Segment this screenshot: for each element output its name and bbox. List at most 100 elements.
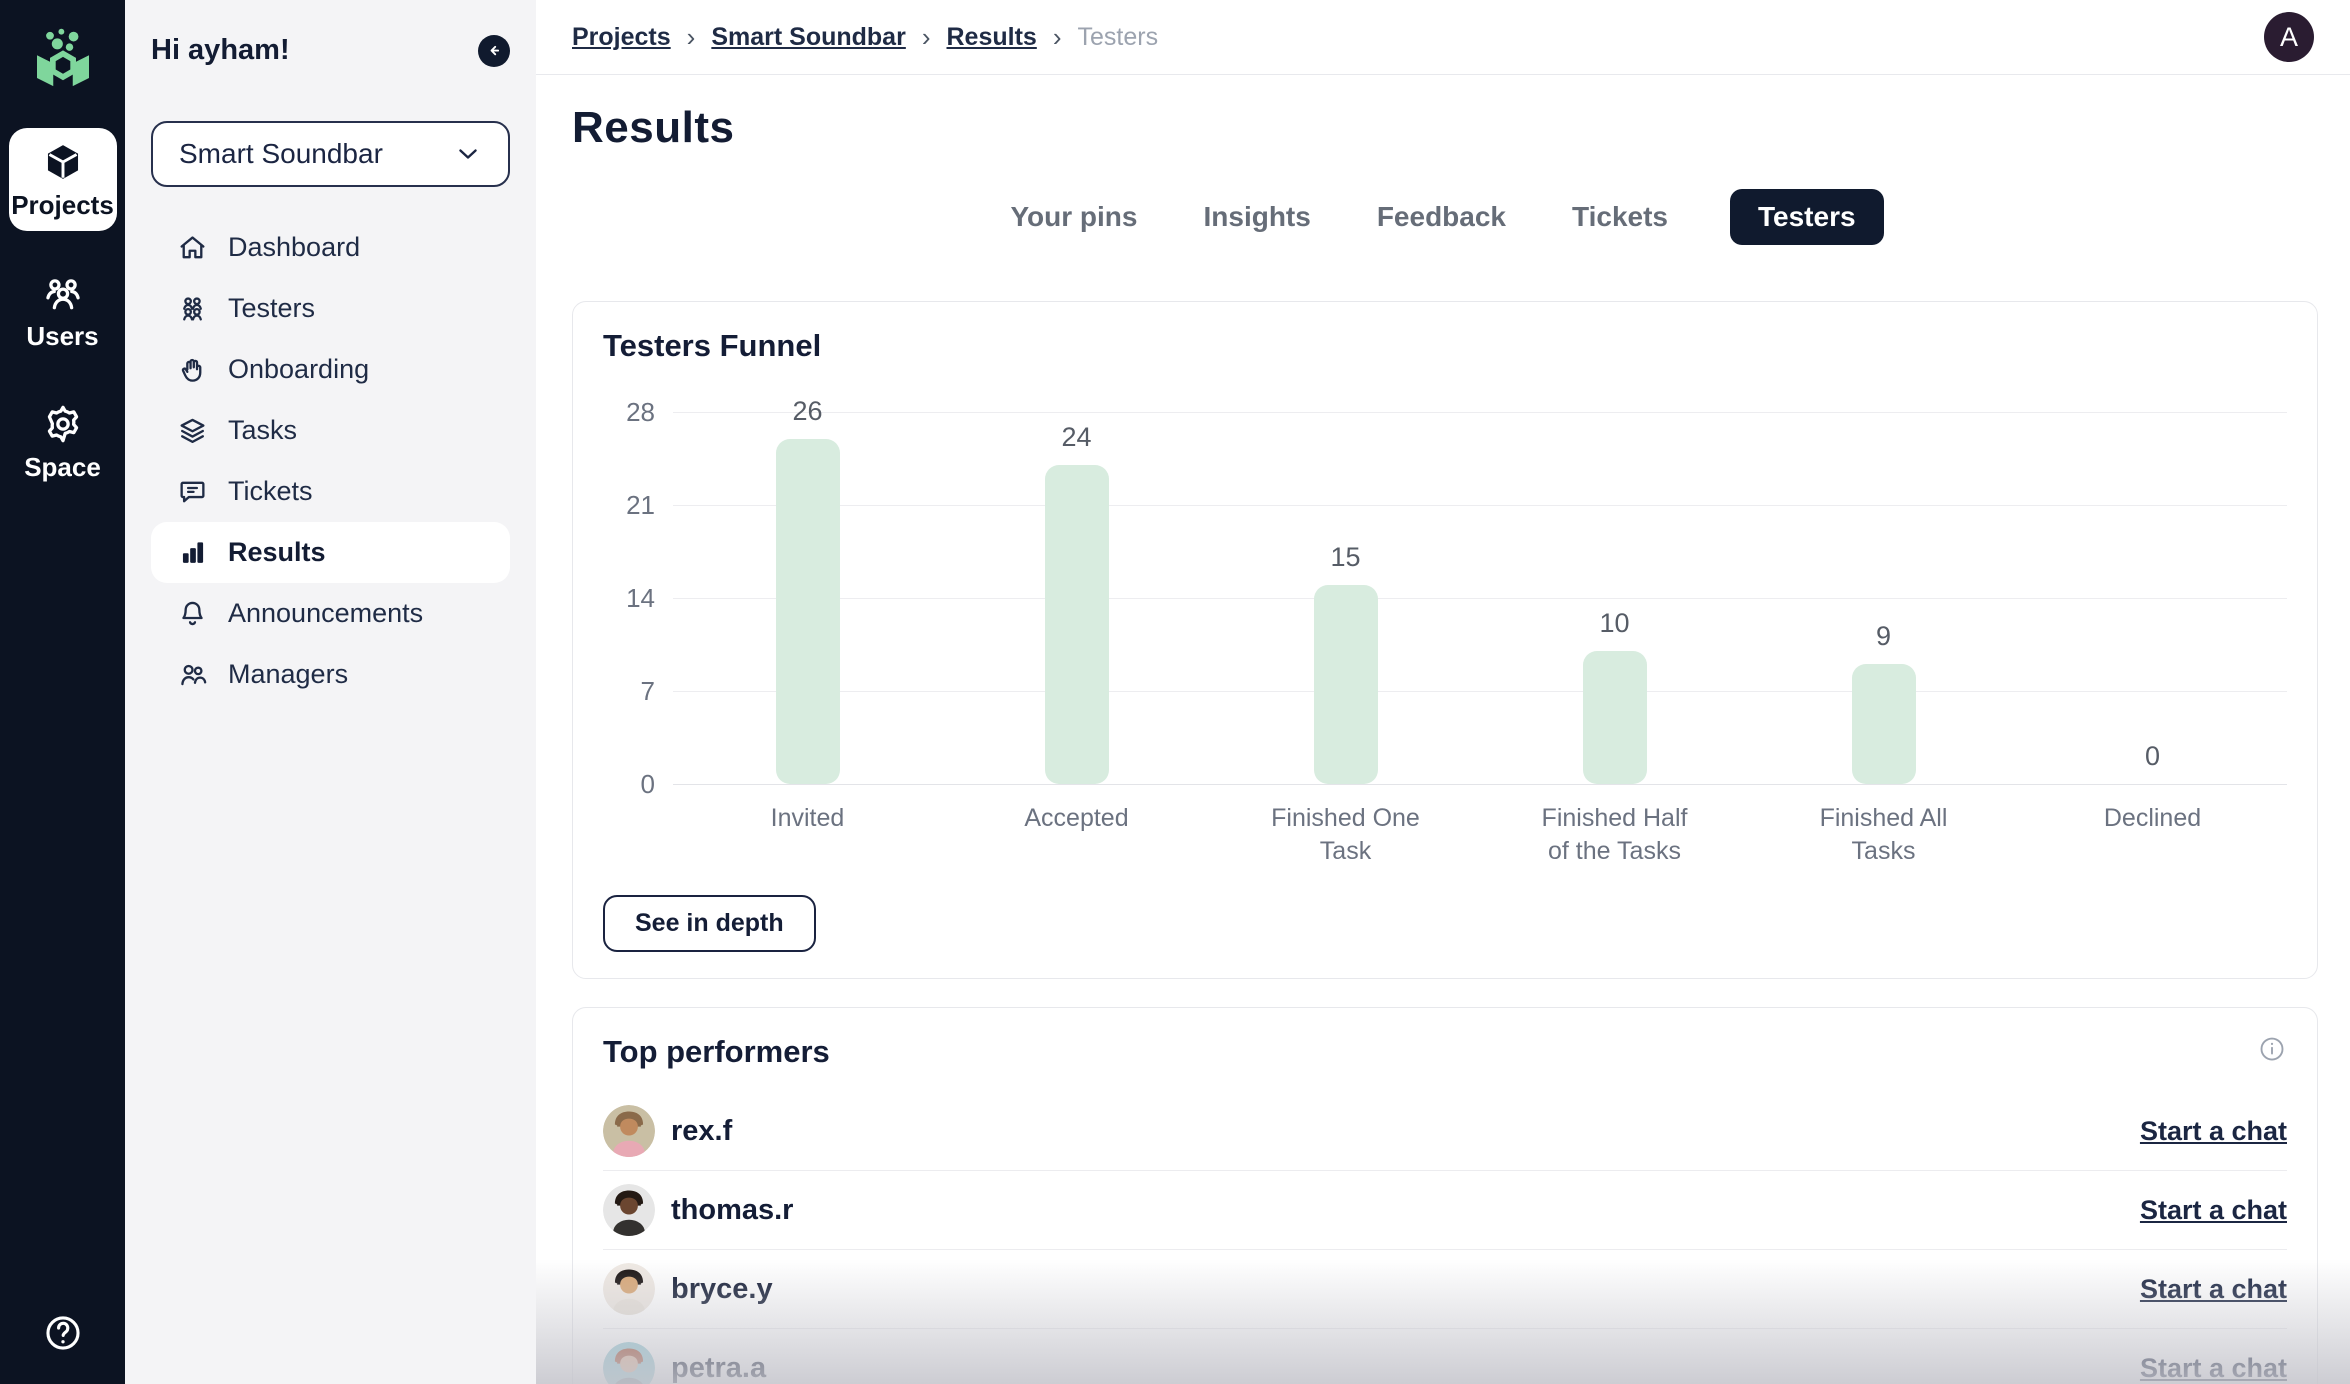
testers-funnel-chart: 28 21 14 7 0 26 24 15 10 9 0 Invited Accepted Finish…: [603, 396, 2287, 867]
users-group-icon: [45, 279, 80, 310]
performer-avatar: [603, 1263, 655, 1315]
tab-feedback[interactable]: Feedback: [1376, 201, 1506, 232]
start-chat-link[interactable]: Start a chat: [2139, 1273, 2287, 1304]
nav-item-announcements[interactable]: Announcements: [151, 583, 510, 644]
nav-item-tasks[interactable]: Tasks: [151, 400, 510, 461]
app-logo-icon[interactable]: [24, 22, 102, 108]
performer-avatar: [603, 1184, 655, 1236]
breadcrumb-link-testers: Testers: [1077, 22, 1159, 51]
funnel-bar: [1313, 584, 1378, 784]
help-button[interactable]: [41, 1311, 85, 1360]
tab-insights[interactable]: Insights: [1203, 201, 1311, 232]
wave-icon: [181, 358, 202, 382]
nav-item-dashboard[interactable]: Dashboard: [151, 217, 510, 278]
breadcrumb-link-smart-soundbar[interactable]: Smart Soundbar: [711, 22, 906, 51]
performers-card-head: Top performers: [603, 1034, 2287, 1070]
managers-icon: [181, 664, 207, 686]
performer-row: rex.f Start a chat: [603, 1092, 2287, 1170]
gridline: [673, 504, 2287, 506]
arrow-left-icon: [490, 45, 500, 55]
project-selector[interactable]: Smart Soundbar: [151, 121, 510, 187]
funnel-bar: [1582, 651, 1647, 784]
breadcrumb: Projects › Smart Soundbar › Results › Testers: [572, 22, 1158, 53]
bar-value-label: 10: [1599, 608, 1630, 639]
main-content: Results Your pins Insights Feedback Tickets…: [536, 75, 2350, 1384]
nav-item-testers[interactable]: Testers: [151, 278, 510, 339]
bar-value-label: 0: [2144, 741, 2161, 771]
gridline: [673, 783, 2287, 785]
nav-item-managers[interactable]: Managers: [151, 644, 510, 705]
performer-avatar-image: [603, 1342, 655, 1384]
info-button[interactable]: [2257, 1034, 2287, 1069]
sidebar-item-space[interactable]: Space: [9, 390, 117, 493]
tab-tickets[interactable]: Tickets: [1572, 201, 1668, 232]
bar-value-label: 9: [1875, 621, 1892, 652]
sidebar-item-projects[interactable]: Projects: [8, 128, 117, 231]
y-axis-label: 14: [626, 583, 655, 613]
see-in-depth-button[interactable]: See in depth: [603, 895, 816, 952]
funnel-card-title: Testers Funnel: [603, 328, 822, 363]
performer-avatar: [603, 1342, 655, 1384]
gridline: [673, 411, 2287, 413]
nav-item-label: Announcements: [228, 598, 424, 628]
page-title: Results: [572, 103, 735, 152]
performer-avatar: [603, 1105, 655, 1157]
performer-avatar-image: [603, 1105, 655, 1157]
x-axis-label: Finished All Tasks: [1819, 804, 1948, 865]
nav-item-label: Managers: [228, 659, 349, 689]
x-axis-label: Accepted: [1024, 804, 1129, 832]
nav-item-results[interactable]: Results: [151, 522, 510, 583]
nav-item-onboarding[interactable]: Onboarding: [151, 339, 510, 400]
performer-name: rex.f: [671, 1114, 733, 1147]
funnel-bar: [1044, 465, 1109, 784]
funnel-bar: [775, 438, 840, 784]
testers-funnel-card: Testers Funnel 28 21 14 7 0 26 24 15 10 9 0 Invite…: [572, 301, 2318, 979]
breadcrumb-separator-icon: ›: [686, 21, 696, 52]
breadcrumb-link-projects[interactable]: Projects: [572, 22, 671, 51]
y-axis-label: 0: [640, 769, 655, 799]
start-chat-link[interactable]: Start a chat: [2139, 1352, 2287, 1383]
project-selector-value: Smart Soundbar: [179, 138, 383, 169]
funnel-plot-area: 28 21 14 7 0 26 24 15 10 9 0: [626, 396, 2287, 797]
funnel-category-labels: Invited Accepted Finished One Task Finished…: [673, 802, 2287, 867]
performer-avatar-image: [603, 1184, 655, 1236]
ticket-icon: [180, 481, 205, 503]
start-chat-link[interactable]: Start a chat: [2139, 1194, 2287, 1225]
tab-your-pins[interactable]: Your pins: [1010, 201, 1138, 232]
sidebar-item-users[interactable]: Users: [9, 259, 117, 362]
main-area: Projects › Smart Soundbar › Results › Testers …: [536, 0, 2350, 1384]
funnel-bars: 26 24 15 10 9 0: [673, 396, 2287, 784]
funnel-column: 0: [2018, 412, 2287, 784]
info-icon: [2260, 1037, 2284, 1061]
home-icon: [180, 236, 205, 259]
user-avatar[interactable]: A: [2264, 12, 2314, 62]
chart-icon: [182, 542, 204, 563]
performers-card-title: Top performers: [603, 1034, 830, 1069]
bar-value-label: 26: [792, 395, 823, 426]
tab-testers[interactable]: Testers: [1730, 189, 1884, 245]
chevron-down-icon: [459, 149, 477, 159]
bar-value-label: 24: [1061, 422, 1092, 453]
greeting-text: Hi ayham!: [151, 34, 290, 66]
nav-item-label: Tickets: [228, 476, 313, 506]
performer-name: bryce.y: [671, 1272, 773, 1305]
breadcrumb-link-results[interactable]: Results: [946, 22, 1037, 51]
performers-list: rex.f Start a chat thomas.r Start a chat b…: [603, 1092, 2287, 1384]
funnel-column: 9: [1749, 412, 2018, 784]
breadcrumb-separator-icon: ›: [1052, 21, 1062, 52]
funnel-column: 10: [1480, 412, 1749, 784]
gear-icon: [47, 405, 78, 443]
collapse-sidebar-button[interactable]: [478, 34, 510, 67]
start-chat-link[interactable]: Start a chat: [2139, 1115, 2287, 1146]
project-nav: Dashboard Testers Onboarding Tasks Tickets Re…: [151, 217, 510, 705]
gridline: [673, 690, 2287, 692]
cube-icon: [47, 145, 78, 179]
help-icon: [45, 1316, 80, 1350]
rail-item-label: Space: [24, 452, 101, 482]
performer-row: thomas.r Start a chat: [603, 1170, 2287, 1249]
performer-row: petra.a Start a chat: [603, 1328, 2287, 1384]
layers-icon: [180, 418, 205, 444]
nav-item-tickets[interactable]: Tickets: [151, 461, 510, 522]
main-header: Projects › Smart Soundbar › Results › Testers …: [536, 0, 2350, 75]
